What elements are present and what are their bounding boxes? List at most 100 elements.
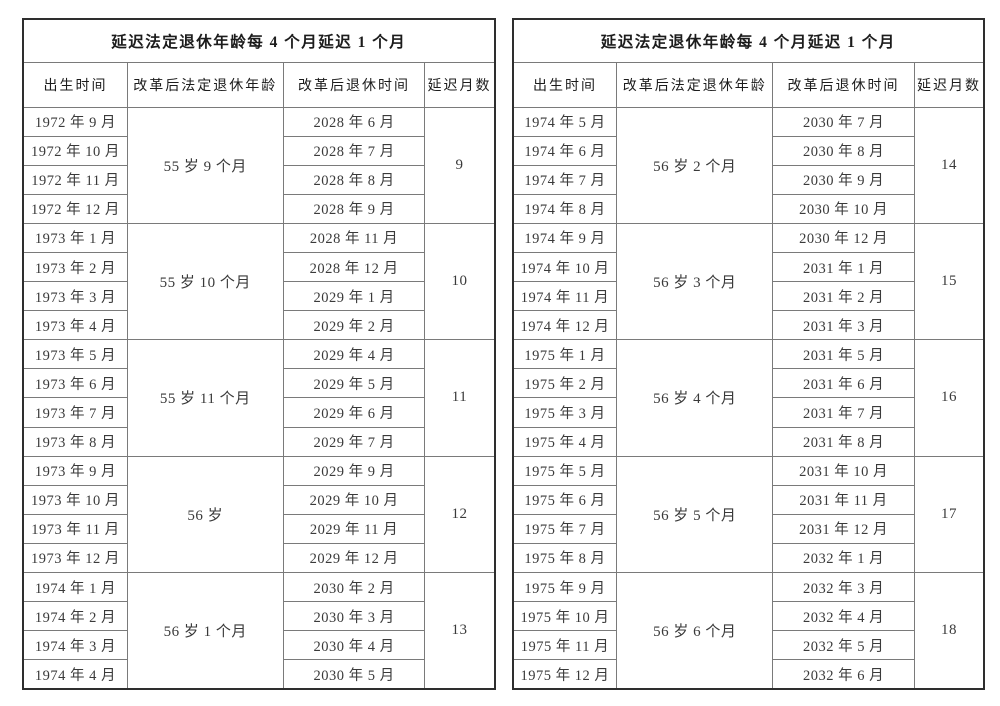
- birth-month-cell: 1973 年 7 月: [22, 397, 128, 428]
- retirement-time-cell: 2032 年 6 月: [772, 659, 915, 690]
- retirement-time-cell: 2028 年 6 月: [282, 106, 426, 137]
- table-row: 1973 年 8 月 2029 年 7 月: [22, 426, 495, 457]
- retirement-age-cell: 55 岁 9 个月: [126, 106, 284, 224]
- retirement-table-left: 延迟法定退休年龄每 4 个月延迟 1 个月 出生时间 改革后法定退休年龄 改革后…: [22, 18, 496, 690]
- column-header-row: 出生时间 改革后法定退休年龄 改革后退休时间 延迟月数: [22, 61, 495, 108]
- delay-months-cell: 18: [913, 572, 985, 690]
- birth-month-cell: 1973 年 10 月: [22, 484, 128, 515]
- table-row: 1975 年 1 月 56 岁 4 个月 2031 年 5 月 16: [511, 339, 985, 457]
- retirement-time-cell: 2032 年 3 月: [772, 571, 915, 603]
- column-header-delay-months: 延迟月数: [913, 61, 985, 108]
- retirement-time-cell: 2029 年 12 月: [282, 542, 426, 574]
- birth-month-cell: 1975 年 6 月: [511, 484, 618, 515]
- birth-month-cell: 1974 年 2 月: [22, 601, 128, 632]
- retirement-time-cell: 2030 年 12 月: [772, 222, 915, 253]
- table-title-row: 延迟法定退休年龄每 4 个月延迟 1 个月: [22, 18, 495, 63]
- delay-months-cell: 14: [913, 106, 985, 224]
- retirement-age-cell: 56 岁: [126, 455, 284, 574]
- retirement-time-cell: 2030 年 5 月: [282, 659, 426, 690]
- retirement-time-cell: 2030 年 3 月: [282, 601, 426, 632]
- retirement-time-cell: 2031 年 1 月: [772, 251, 915, 283]
- retirement-time-cell: 2030 年 2 月: [282, 571, 426, 603]
- retirement-time-cell: 2031 年 12 月: [772, 513, 915, 544]
- retirement-time-cell: 2031 年 11 月: [772, 484, 915, 515]
- birth-month-cell: 1974 年 10 月: [511, 251, 618, 283]
- table-row: 1975 年 10 月 2032 年 4 月: [511, 601, 985, 632]
- delay-months-cell: 10: [424, 222, 495, 341]
- delay-months-cell: 17: [913, 455, 985, 574]
- table-title: 延迟法定退休年龄每 4 个月延迟 1 个月: [22, 18, 495, 63]
- retirement-age-cell: 56 岁 2 个月: [616, 106, 774, 224]
- table-row: 1973 年 2 月 2028 年 12 月: [22, 251, 495, 283]
- column-header-retirement-time: 改革后退休时间: [282, 61, 426, 108]
- delay-months-cell: 16: [913, 339, 985, 457]
- delay-months-cell: 11: [424, 339, 495, 457]
- birth-month-cell: 1975 年 2 月: [511, 368, 618, 399]
- table-row: 1973 年 10 月 2029 年 10 月: [22, 484, 495, 515]
- birth-month-cell: 1974 年 12 月: [511, 310, 618, 341]
- table-row: 1973 年 6 月 2029 年 5 月: [22, 368, 495, 399]
- column-header-birth-time: 出生时间: [511, 61, 618, 108]
- table-row: 1974 年 7 月 2030 年 9 月: [511, 164, 985, 195]
- column-header-retirement-age: 改革后法定退休年龄: [126, 61, 284, 108]
- birth-month-cell: 1975 年 12 月: [511, 659, 618, 690]
- birth-month-cell: 1974 年 9 月: [511, 222, 618, 253]
- delay-months-cell: 9: [424, 106, 495, 224]
- table-row: 1975 年 2 月 2031 年 6 月: [511, 368, 985, 399]
- retirement-time-cell: 2030 年 10 月: [772, 193, 915, 224]
- column-header-retirement-age: 改革后法定退休年龄: [616, 61, 774, 108]
- birth-month-cell: 1972 年 10 月: [22, 135, 128, 166]
- table-row: 1973 年 12 月 2029 年 12 月: [22, 542, 495, 574]
- birth-month-cell: 1974 年 8 月: [511, 193, 618, 224]
- table-row: 1975 年 7 月 2031 年 12 月: [511, 513, 985, 544]
- retirement-time-cell: 2031 年 2 月: [772, 281, 915, 312]
- retirement-time-cell: 2031 年 8 月: [772, 426, 915, 457]
- birth-month-cell: 1975 年 9 月: [511, 571, 618, 603]
- birth-month-cell: 1975 年 7 月: [511, 513, 618, 544]
- birth-month-cell: 1974 年 4 月: [22, 659, 128, 690]
- retirement-time-cell: 2031 年 5 月: [772, 339, 915, 370]
- retirement-age-cell: 56 岁 5 个月: [616, 455, 774, 574]
- retirement-table-right: 延迟法定退休年龄每 4 个月延迟 1 个月 出生时间 改革后法定退休年龄 改革后…: [511, 18, 985, 690]
- table-row: 1975 年 12 月 2032 年 6 月: [511, 659, 985, 690]
- table-row: 1974 年 11 月 2031 年 2 月: [511, 281, 985, 312]
- retirement-time-cell: 2028 年 12 月: [282, 251, 426, 283]
- birth-month-cell: 1975 年 4 月: [511, 426, 618, 457]
- retirement-time-cell: 2028 年 9 月: [282, 193, 426, 224]
- birth-month-cell: 1973 年 1 月: [22, 222, 128, 253]
- retirement-age-cell: 56 岁 6 个月: [616, 572, 774, 690]
- retirement-time-cell: 2031 年 10 月: [772, 455, 915, 486]
- birth-month-cell: 1973 年 12 月: [22, 542, 128, 574]
- birth-month-cell: 1974 年 6 月: [511, 135, 618, 166]
- table-row: 1973 年 1 月 55 岁 10 个月 2028 年 11 月 10: [22, 222, 495, 341]
- birth-month-cell: 1974 年 3 月: [22, 630, 128, 661]
- retirement-age-cell: 56 岁 1 个月: [126, 572, 284, 690]
- retirement-time-cell: 2031 年 6 月: [772, 368, 915, 399]
- retirement-time-cell: 2031 年 3 月: [772, 310, 915, 341]
- retirement-time-cell: 2029 年 10 月: [282, 484, 426, 515]
- birth-month-cell: 1975 年 11 月: [511, 630, 618, 661]
- birth-month-cell: 1972 年 11 月: [22, 164, 128, 195]
- birth-month-cell: 1973 年 9 月: [22, 455, 128, 486]
- birth-month-cell: 1973 年 5 月: [22, 339, 128, 370]
- retirement-age-cell: 56 岁 3 个月: [616, 222, 774, 341]
- table-row: 1973 年 5 月 55 岁 11 个月 2029 年 4 月 11: [22, 339, 495, 457]
- retirement-time-cell: 2029 年 5 月: [282, 368, 426, 399]
- birth-month-cell: 1975 年 5 月: [511, 455, 618, 486]
- table-row: 1973 年 3 月 2029 年 1 月: [22, 281, 495, 312]
- table-row: 1974 年 9 月 56 岁 3 个月 2030 年 12 月 15: [511, 222, 985, 341]
- table-row: 1972 年 12 月 2028 年 9 月: [22, 193, 495, 224]
- birth-month-cell: 1975 年 3 月: [511, 397, 618, 428]
- retirement-time-cell: 2029 年 6 月: [282, 397, 426, 428]
- table-row: 1975 年 5 月 56 岁 5 个月 2031 年 10 月 17: [511, 455, 985, 574]
- column-header-delay-months: 延迟月数: [424, 61, 495, 108]
- birth-month-cell: 1973 年 11 月: [22, 513, 128, 544]
- table-row: 1972 年 11 月 2028 年 8 月: [22, 164, 495, 195]
- retirement-time-cell: 2032 年 1 月: [772, 542, 915, 574]
- birth-month-cell: 1973 年 8 月: [22, 426, 128, 457]
- table-row: 1974 年 5 月 56 岁 2 个月 2030 年 7 月 14: [511, 106, 985, 224]
- birth-month-cell: 1974 年 11 月: [511, 281, 618, 312]
- retirement-time-cell: 2031 年 7 月: [772, 397, 915, 428]
- retirement-time-cell: 2028 年 7 月: [282, 135, 426, 166]
